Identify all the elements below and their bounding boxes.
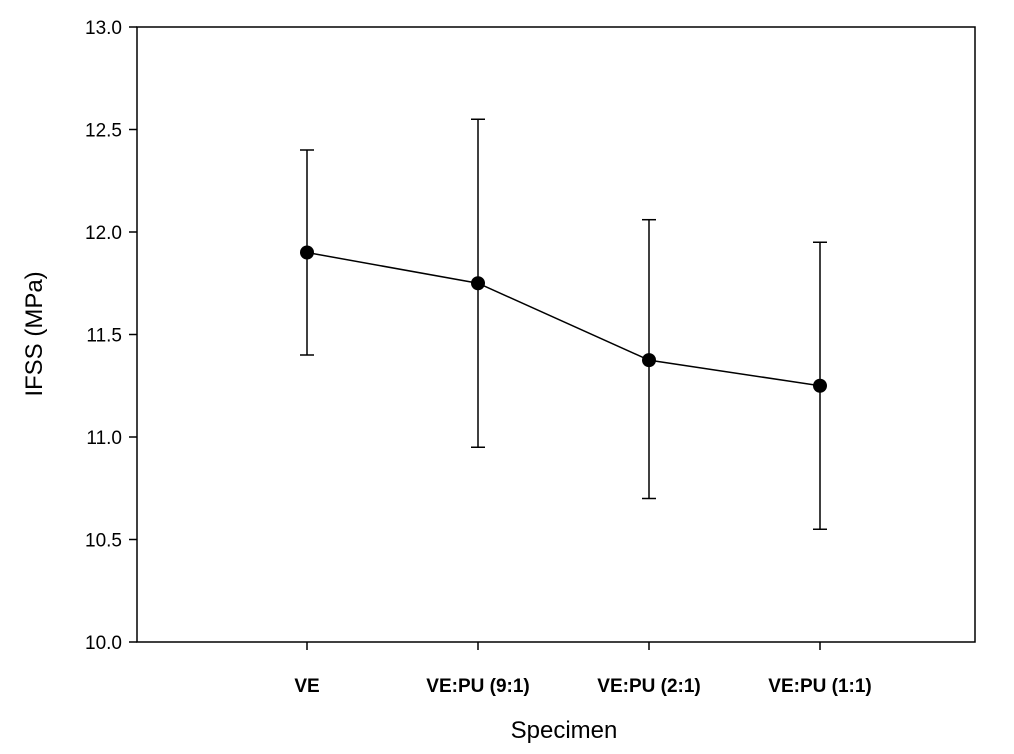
data-point [642, 353, 656, 368]
x-tick-label: VE:PU (2:1) [597, 676, 700, 697]
y-tick-label: 11.5 [86, 326, 122, 347]
x-axis-label: Specimen [511, 717, 618, 744]
x-tick-label: VE [294, 676, 319, 697]
y-axis-label: IFSS (MPa) [21, 271, 48, 396]
data-point [300, 245, 314, 260]
plot-frame [136, 26, 976, 643]
y-tick-label: 11.0 [86, 428, 122, 449]
data-point [471, 276, 485, 291]
y-tick-label: 12.0 [85, 223, 122, 244]
x-tick-label: VE:PU (9:1) [426, 676, 529, 697]
data-point [813, 378, 827, 393]
y-tick-label: 10.5 [85, 531, 122, 552]
x-tick-label: VE:PU (1:1) [768, 676, 871, 697]
y-tick-label: 13.0 [85, 18, 122, 39]
y-tick-label: 12.5 [85, 121, 122, 142]
y-tick-label: 10.0 [85, 633, 122, 654]
series-line [306, 251, 821, 387]
